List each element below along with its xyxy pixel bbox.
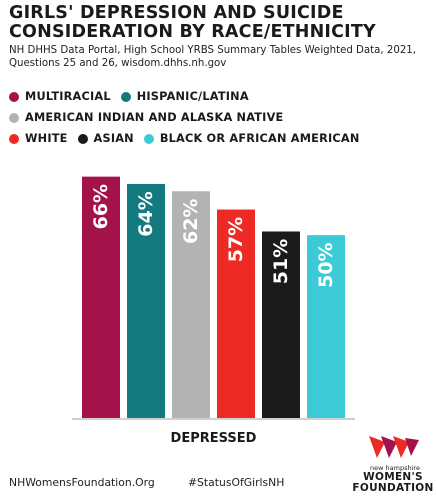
- legend-item-hispanic-latina: HISPANIC/LATINA: [120, 90, 249, 103]
- legend-label: MULTIRACIAL: [25, 90, 111, 103]
- bar-multiracial: [82, 176, 120, 418]
- legend-swatch: [77, 133, 88, 144]
- logo-mark-icon: [369, 436, 419, 458]
- legend-label: BLACK OR AFRICAN AMERICAN: [159, 132, 360, 145]
- legend-label: AMERICAN INDIAN AND ALASKA NATIVE: [25, 111, 284, 124]
- legend-swatch: [9, 91, 19, 102]
- legend-label: ASIAN: [93, 132, 134, 145]
- legend-item-white: WHITE: [9, 132, 68, 145]
- bar-value-label: 57%: [225, 217, 247, 262]
- legend-row: MULTIRACIAL HISPANIC/LATINA: [9, 86, 434, 107]
- bar-value-label: 66%: [90, 184, 112, 229]
- legend-label: WHITE: [25, 132, 68, 145]
- bar-white: [217, 209, 255, 418]
- legend-swatch: [120, 91, 131, 102]
- legend-item-asian: ASIAN: [77, 132, 134, 145]
- chart-subtitle: NH DHHS Data Portal, High School YRBS Su…: [9, 45, 417, 69]
- legend: MULTIRACIAL HISPANIC/LATINA AMERICAN IND…: [9, 86, 434, 149]
- bar-hispanic-latina: [127, 183, 165, 418]
- legend-item-multiracial: MULTIRACIAL: [9, 90, 111, 103]
- logo-small-text: new hampshire: [370, 464, 420, 472]
- legend-item-black: BLACK OR AFRICAN AMERICAN: [143, 132, 360, 145]
- bar-value-label: 62%: [180, 199, 202, 244]
- legend-swatch: [143, 133, 154, 144]
- legend-swatch: [9, 112, 19, 123]
- website-link[interactable]: NHWomensFoundation.Org: [9, 476, 155, 489]
- bar-black-or-african-american: [307, 235, 345, 418]
- logo-big-text: WOMEN'S FOUNDATION: [352, 471, 434, 494]
- legend-swatch: [9, 133, 19, 144]
- bar-american-indian-and-alaska-native: [172, 191, 210, 418]
- legend-label: HISPANIC/LATINA: [136, 90, 249, 103]
- bar-value-label: 64%: [135, 191, 157, 236]
- x-category-label: DEPRESSED: [171, 431, 257, 446]
- legend-row: AMERICAN INDIAN AND ALASKA NATIVE: [9, 107, 434, 128]
- bar-asian: [262, 231, 300, 418]
- legend-row: WHITE ASIAN BLACK OR AFRICAN AMERICAN: [9, 128, 434, 149]
- chart-title: GIRLS' DEPRESSION AND SUICIDE CONSIDERAT…: [9, 3, 376, 42]
- hashtag-text: #StatusOfGirlsNH: [188, 476, 285, 489]
- foundation-logo: new hampshire WOMEN'S FOUNDATION: [352, 432, 435, 494]
- bar-value-label: 50%: [315, 242, 337, 287]
- legend-item-american-indian: AMERICAN INDIAN AND ALASKA NATIVE: [9, 111, 283, 124]
- bar-value-label: 51%: [270, 239, 292, 284]
